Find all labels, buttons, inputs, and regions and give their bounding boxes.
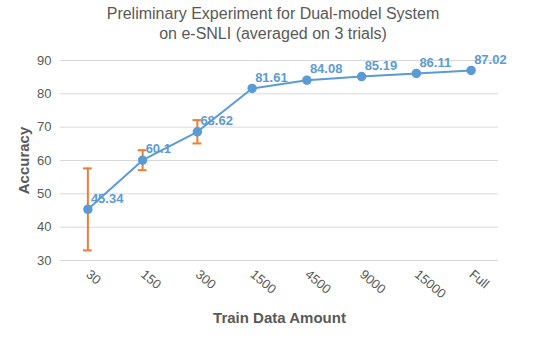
svg-text:40: 40 [37,219,51,234]
svg-text:9000: 9000 [357,267,389,297]
svg-text:60.1: 60.1 [146,141,171,156]
svg-text:84.08: 84.08 [310,61,343,76]
svg-text:87.02: 87.02 [474,52,507,67]
svg-text:Accuracy: Accuracy [15,126,32,194]
svg-text:30: 30 [83,267,104,288]
svg-text:45.34: 45.34 [91,191,124,206]
svg-text:85.19: 85.19 [365,58,398,73]
svg-text:Full: Full [467,267,493,292]
svg-text:150: 150 [138,267,164,292]
svg-text:15000: 15000 [412,267,449,302]
svg-text:68.62: 68.62 [200,113,233,128]
svg-text:30: 30 [37,253,51,268]
svg-text:300: 300 [193,267,219,292]
svg-text:1500: 1500 [248,267,280,297]
svg-text:50: 50 [37,186,51,201]
svg-text:70: 70 [37,119,51,134]
svg-text:4500: 4500 [302,267,334,297]
svg-text:60: 60 [37,153,51,168]
svg-text:80: 80 [37,86,51,101]
svg-text:Train Data Amount: Train Data Amount [213,309,346,326]
svg-text:81.61: 81.61 [255,70,288,85]
html-text:Preliminary Experiment for Dua: Preliminary Experiment for Dual-model Sy… [106,5,440,42]
svg-text:90: 90 [37,53,51,68]
svg-text:86.11: 86.11 [419,55,451,70]
